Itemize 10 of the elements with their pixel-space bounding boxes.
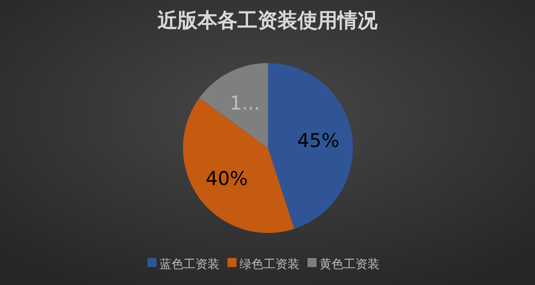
legend-label: 绿色工资装 <box>240 257 300 271</box>
data-label: 45% <box>297 130 340 152</box>
legend-label: 蓝色工资装 <box>160 257 220 271</box>
legend-item: 蓝色工资装 <box>148 257 220 271</box>
data-label: 1... <box>230 92 260 115</box>
legend-item: 绿色工资装 <box>228 257 300 271</box>
legend-item: 黄色工资装 <box>308 257 380 271</box>
chart-title: 近版本各工资装使用情况 <box>156 8 378 32</box>
data-label: 40% <box>206 168 248 190</box>
legend-label: 黄色工资装 <box>320 257 380 271</box>
